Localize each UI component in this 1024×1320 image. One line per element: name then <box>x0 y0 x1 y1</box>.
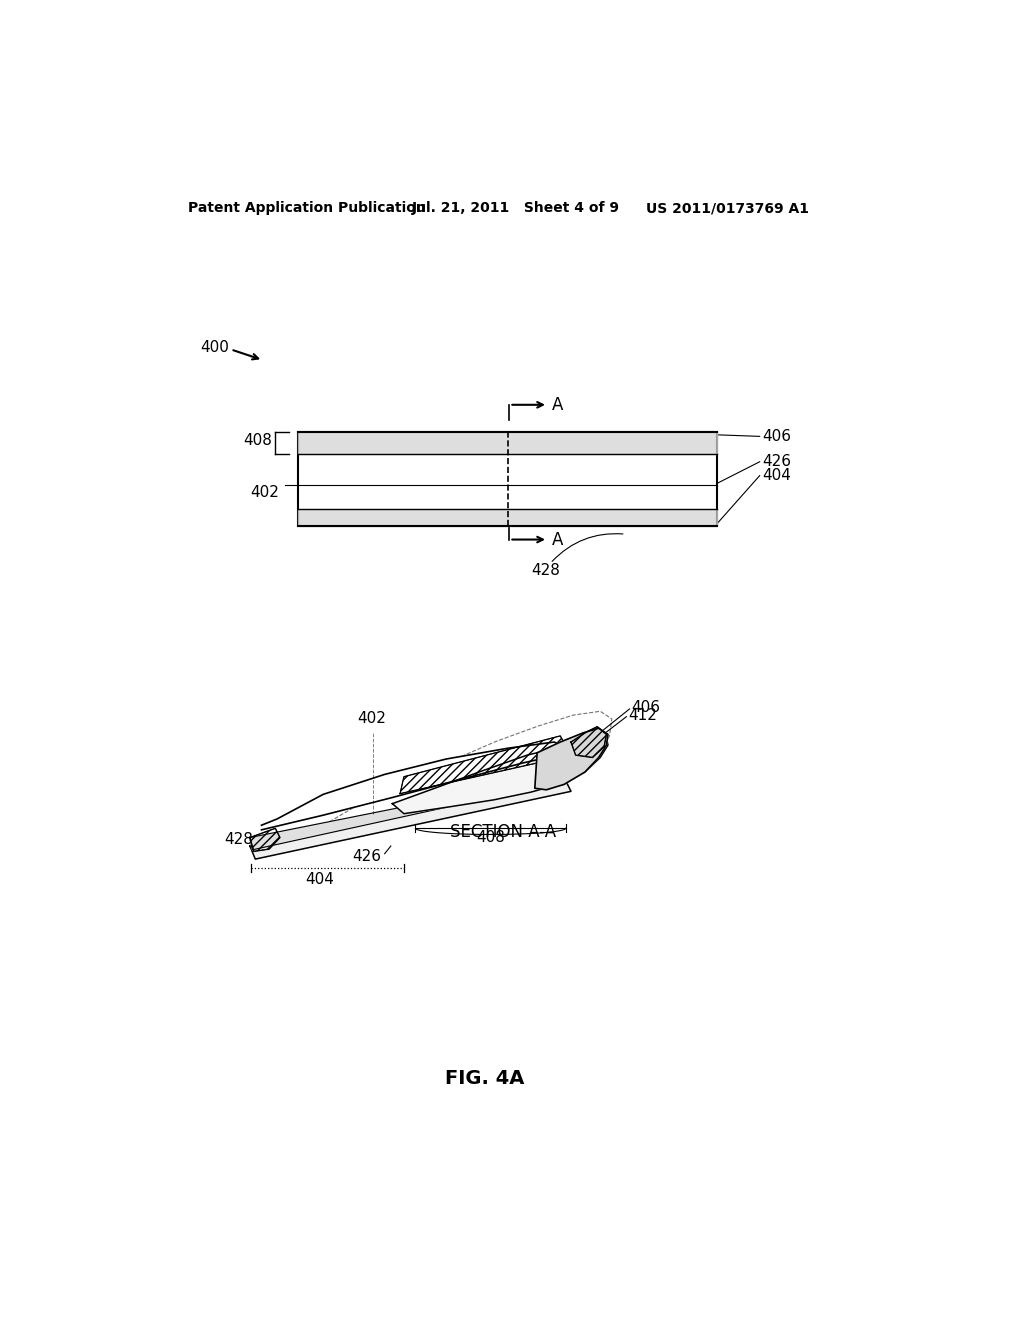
Text: FIG. 4A: FIG. 4A <box>445 1069 524 1088</box>
Text: 408: 408 <box>243 433 271 447</box>
Text: A: A <box>552 396 563 413</box>
Text: SECTION A-A: SECTION A-A <box>451 824 556 841</box>
Text: US 2011/0173769 A1: US 2011/0173769 A1 <box>646 202 809 215</box>
Text: A: A <box>552 531 563 549</box>
Text: 406: 406 <box>762 429 791 444</box>
Text: 404: 404 <box>762 469 791 483</box>
Polygon shape <box>250 775 568 850</box>
Polygon shape <box>535 729 608 789</box>
Text: 402: 402 <box>357 711 386 726</box>
Text: Patent Application Publication: Patent Application Publication <box>188 202 426 215</box>
Bar <box>298 432 717 527</box>
Text: 408: 408 <box>476 830 505 845</box>
Text: 426: 426 <box>762 454 791 470</box>
Text: 410: 410 <box>429 766 458 780</box>
Text: Jul. 21, 2011   Sheet 4 of 9: Jul. 21, 2011 Sheet 4 of 9 <box>412 202 620 215</box>
Polygon shape <box>250 780 571 859</box>
Text: 426: 426 <box>352 849 381 865</box>
Polygon shape <box>392 738 608 813</box>
Text: 428: 428 <box>224 832 253 846</box>
Polygon shape <box>261 742 565 830</box>
Text: 402: 402 <box>250 484 279 500</box>
Text: 406: 406 <box>631 700 660 715</box>
Text: 428: 428 <box>531 562 560 578</box>
Text: 412: 412 <box>628 708 656 722</box>
Text: 404: 404 <box>305 873 334 887</box>
Text: 400: 400 <box>200 339 228 355</box>
